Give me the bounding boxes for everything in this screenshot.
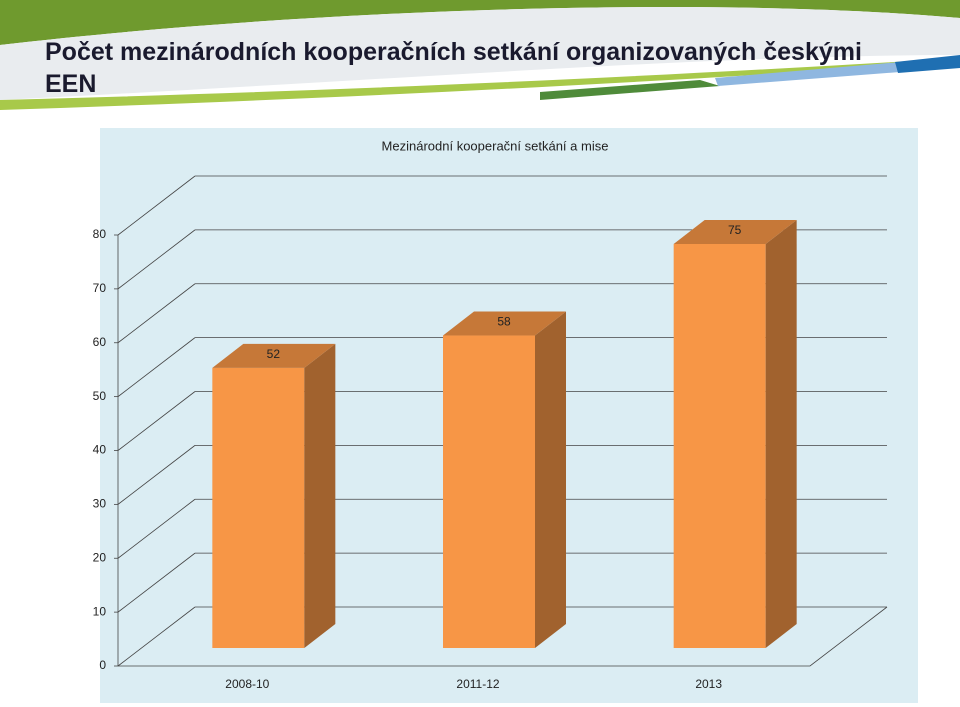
grid-line: [117, 552, 196, 613]
grid-line: [117, 445, 196, 505]
y-tick-label: 20: [93, 550, 107, 564]
y-tick-label: 70: [93, 281, 107, 295]
chart-title: Mezinárodní kooperační setkání a mise: [382, 138, 609, 153]
y-tick-label: 40: [93, 443, 107, 457]
value-label: 58: [497, 315, 511, 329]
y-tick-label: 10: [93, 604, 107, 618]
grid-line: [117, 391, 196, 451]
floor: [118, 606, 888, 667]
bar-side: [765, 219, 797, 648]
y-tick-label: 80: [93, 227, 107, 241]
bar: [212, 367, 305, 648]
header-swoosh: [0, 6, 960, 100]
value-label: 75: [728, 223, 742, 237]
header-green: [0, 0, 960, 45]
bar-top: [443, 311, 566, 336]
bar-top: [673, 219, 797, 244]
y-tick-label: 30: [93, 497, 107, 511]
header-stripe: [715, 62, 900, 86]
bar-side: [535, 311, 566, 648]
x-tick-label: 2008-10: [225, 677, 269, 691]
y-tick-label: 0: [99, 658, 106, 672]
grid-line: [117, 498, 196, 559]
bar: [673, 243, 766, 648]
grid-line: [117, 606, 196, 667]
grid-line: [117, 175, 196, 236]
header-decoration: [0, 0, 960, 110]
grid-line: [117, 283, 196, 344]
header-stripe: [0, 58, 960, 110]
bar-top: [212, 343, 336, 368]
value-label: 52: [267, 347, 281, 361]
grid-line: [117, 229, 196, 290]
bar-side: [304, 343, 336, 648]
header-stripe: [540, 80, 720, 100]
bar: [443, 335, 535, 648]
y-tick-label: 60: [93, 335, 107, 349]
grid-line: [117, 337, 196, 397]
x-tick-label: 2013: [695, 677, 722, 691]
x-tick-label: 2011-12: [456, 677, 499, 691]
y-tick-label: 50: [93, 389, 107, 403]
slide-title: Počet mezinárodních kooperačních setkání…: [45, 38, 862, 98]
header-stripe: [895, 55, 960, 73]
